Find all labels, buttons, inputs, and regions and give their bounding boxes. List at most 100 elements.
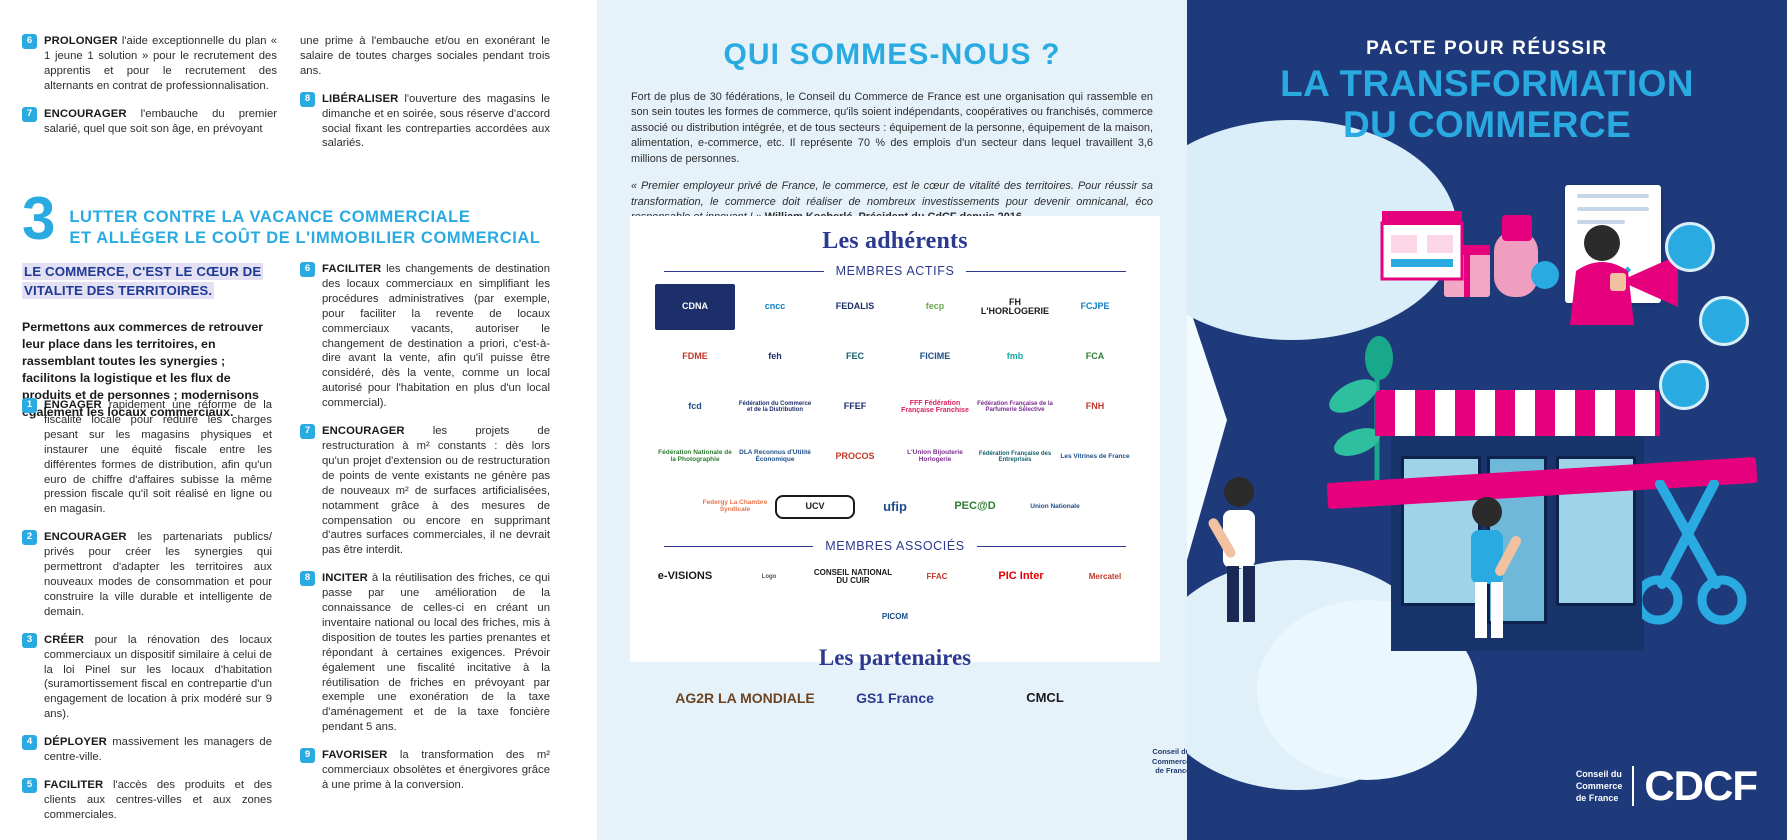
member-logo[interactable]: FNH (1085, 401, 1105, 412)
member-logo[interactable]: DLA Reconnus d'Utilité Économique (739, 449, 811, 463)
proposal-item: 7 ENCOURAGER les projets de restructurat… (300, 424, 550, 558)
proposal-body: rapidement une réforme de la fiscalité l… (44, 399, 272, 516)
member-logo[interactable]: Federgy La Chambre Syndicale (702, 499, 768, 513)
member-logo[interactable]: FEDALIS (835, 301, 875, 312)
member-logo[interactable]: L'Union Bijouterie Horlogerie (907, 449, 963, 463)
proposal-keyword: ENCOURAGER (44, 531, 127, 544)
member-logo[interactable]: PROCOS (835, 451, 875, 462)
proposal-body: l'embauche du premier salarié, quel que … (44, 107, 277, 135)
associate-logo[interactable]: PIC Inter (998, 570, 1044, 583)
cover-logo-wordmark: CDCF (1644, 762, 1758, 809)
divider-line-left (664, 545, 814, 547)
member-logo[interactable]: Fédération du Commerce et de la Distribu… (738, 400, 812, 413)
highlight-title: LE COMMERCE, C'EST LE CŒUR DE VITALITE D… (22, 263, 264, 300)
member-logo[interactable]: FCA (1085, 351, 1105, 362)
member-logo[interactable]: fmb (1006, 351, 1024, 362)
middle-title: QUI SOMMES-NOUS ? (723, 38, 1061, 71)
member-logo[interactable]: Les Vitrines de France (1060, 452, 1130, 460)
member-logo[interactable]: FCJPE (1080, 301, 1110, 312)
proposal-body: massivement les managers de centre-ville… (44, 736, 272, 764)
member-logo[interactable]: FDME (682, 351, 708, 362)
proposal-text: ENGAGER rapidement une réforme de la fis… (44, 398, 272, 517)
member-logo[interactable]: FEC (846, 351, 864, 362)
proposal-keyword: CRÉER (44, 633, 85, 646)
membres-associes-divider: MEMBRES ASSOCIÉS (664, 539, 1126, 553)
middle-intro: QUI SOMMES-NOUS ? Fort de plus de 30 féd… (597, 0, 1187, 226)
proposal-text: FAVORISER la transformation des m² comme… (322, 748, 550, 793)
avatar (1659, 360, 1709, 410)
associate-logo[interactable]: FFAC (926, 571, 948, 581)
proposal-keyword: ENCOURAGER (322, 425, 405, 438)
proposal-item: 7 ENCOURAGER l'embauche du premier salar… (22, 106, 277, 137)
membres-actifs-logos: CDNA cncc FEDALIS fecp FH L'HORLOGERIE F… (630, 278, 1160, 530)
member-logo[interactable]: cncc (764, 301, 786, 312)
proposal-item: 3 CRÉER pour la rénovation des locaux co… (22, 632, 272, 722)
proposal-body: l'aide exceptionnelle du plan « 1 jeune … (44, 35, 277, 92)
avatar (1699, 296, 1749, 346)
associate-logo[interactable]: Mercatel (1088, 571, 1122, 581)
member-logo[interactable]: Fédération Française des Entreprises (978, 450, 1052, 463)
left-column-b-top: une prime à l'embauche et/ou en exonéran… (300, 34, 550, 164)
highlight-body: Permettons aux commerces de retrouver le… (22, 319, 264, 420)
member-logo[interactable]: Fédération Française de la Parfumerie Sé… (977, 400, 1053, 413)
proposal-text: ENCOURAGER les projets de restructuratio… (322, 424, 550, 558)
member-logo[interactable]: Fédération Nationale de la Photographie (658, 449, 732, 463)
member-logo[interactable]: Union Nationale (1030, 502, 1080, 510)
proposal-text: PROLONGER l'aide exceptionnelle du plan … (44, 34, 277, 94)
proposal-number: 9 (300, 748, 315, 764)
member-logo[interactable]: ufip (883, 499, 907, 515)
member-logo[interactable]: UCV (775, 495, 855, 519)
proposal-number: 3 (22, 632, 37, 648)
left-column-a-top: 6 PROLONGER l'aide exceptionnelle du pla… (22, 34, 277, 149)
proposal-body: pour la rénovation des locaux commerciau… (44, 633, 272, 721)
member-logo[interactable]: FICIME (919, 351, 951, 362)
partner-logo[interactable]: GS1 France (856, 689, 934, 706)
proposal-body: les projets de restructuration à m² cons… (322, 425, 550, 557)
associate-logo[interactable]: PICOM (881, 611, 909, 621)
proposal-keyword: FAVORISER (322, 749, 388, 762)
proposal-item: 5 FACILITER l'accès des produits et des … (22, 777, 272, 823)
middle-footer: Conseil du Commerce de France CDCF 76-78… (597, 726, 1595, 840)
proposal-text: CRÉER pour la rénovation des locaux comm… (44, 633, 272, 722)
proposal-number: 6 (300, 262, 315, 277)
megaphone-illustration (1562, 215, 1692, 370)
cdcf-sub-line3: de France (1155, 766, 1191, 776)
proposal-text: ENCOURAGER les partenariats publics/ pri… (44, 530, 272, 619)
proposal-text: FACILITER les changements de destination… (322, 262, 550, 411)
member-logo[interactable]: fecp (925, 301, 945, 312)
partenaires-logos: AG2R LA MONDIALE GS1 France CMCL (630, 671, 1160, 719)
membres-associes-label: MEMBRES ASSOCIÉS (825, 539, 965, 553)
proposal-number: 4 (22, 735, 37, 751)
partner-logo[interactable]: CMCL (1026, 690, 1064, 706)
member-logo[interactable]: CDNA (655, 284, 735, 330)
proposal-body: à la réutilisation des friches, ce qui p… (322, 572, 550, 734)
section-header: 3 LUTTER CONTRE LA VACANCE COMMERCIALE E… (22, 189, 562, 249)
proposal-number: 7 (22, 106, 37, 122)
proposal-item: 4 DÉPLOYER massivement les managers de c… (22, 735, 272, 765)
doc-line (1577, 220, 1625, 224)
associate-logo[interactable]: e-VISIONS (657, 570, 713, 583)
associate-logo[interactable]: CONSEIL NATIONAL DU CUIR (813, 567, 893, 585)
proposal-body: l'accès des produits et des clients aux … (44, 778, 272, 821)
left-column-a-items: 1 ENGAGER rapidement une réforme de la f… (22, 398, 272, 836)
associate-logo[interactable]: Logo (761, 573, 777, 580)
cover-logo-sub-line3: de France (1575, 793, 1619, 804)
cover-cdcf-logo: Conseil du Commerce de France CDCF (1576, 762, 1758, 810)
member-logo[interactable]: FFEF (843, 401, 867, 412)
member-logo[interactable]: PEC@D (954, 500, 996, 513)
cover-logo-subtitle: Conseil du Commerce de France (1576, 768, 1623, 804)
member-logo[interactable]: feh (768, 351, 782, 362)
partner-logo[interactable]: AG2R LA MONDIALE (675, 689, 815, 706)
proposal-item: 8 LIBÉRALISER l'ouverture des magasins l… (300, 91, 550, 152)
doc-line (1577, 207, 1649, 211)
proposal-text: ENCOURAGER l'embauche du premier salarié… (44, 107, 277, 137)
cdcf-sub-line2: Commerce (1152, 756, 1191, 766)
cover-kicker: PACTE POUR RÉUSSIR (1366, 38, 1608, 59)
proposal-keyword: ENGAGER (44, 399, 102, 411)
member-logo[interactable]: fcd (688, 401, 702, 412)
member-logo[interactable]: FH L'HORLOGERIE (980, 296, 1050, 316)
membres-associes-logos: e-VISIONS Logo CONSEIL NATIONAL DU CUIR … (630, 553, 1160, 635)
proposal-text: FACILITER l'accès des produits et des cl… (44, 778, 272, 823)
member-logo[interactable]: FFF Fédération Française Franchise (901, 399, 969, 414)
divider-line-right (976, 545, 1126, 547)
